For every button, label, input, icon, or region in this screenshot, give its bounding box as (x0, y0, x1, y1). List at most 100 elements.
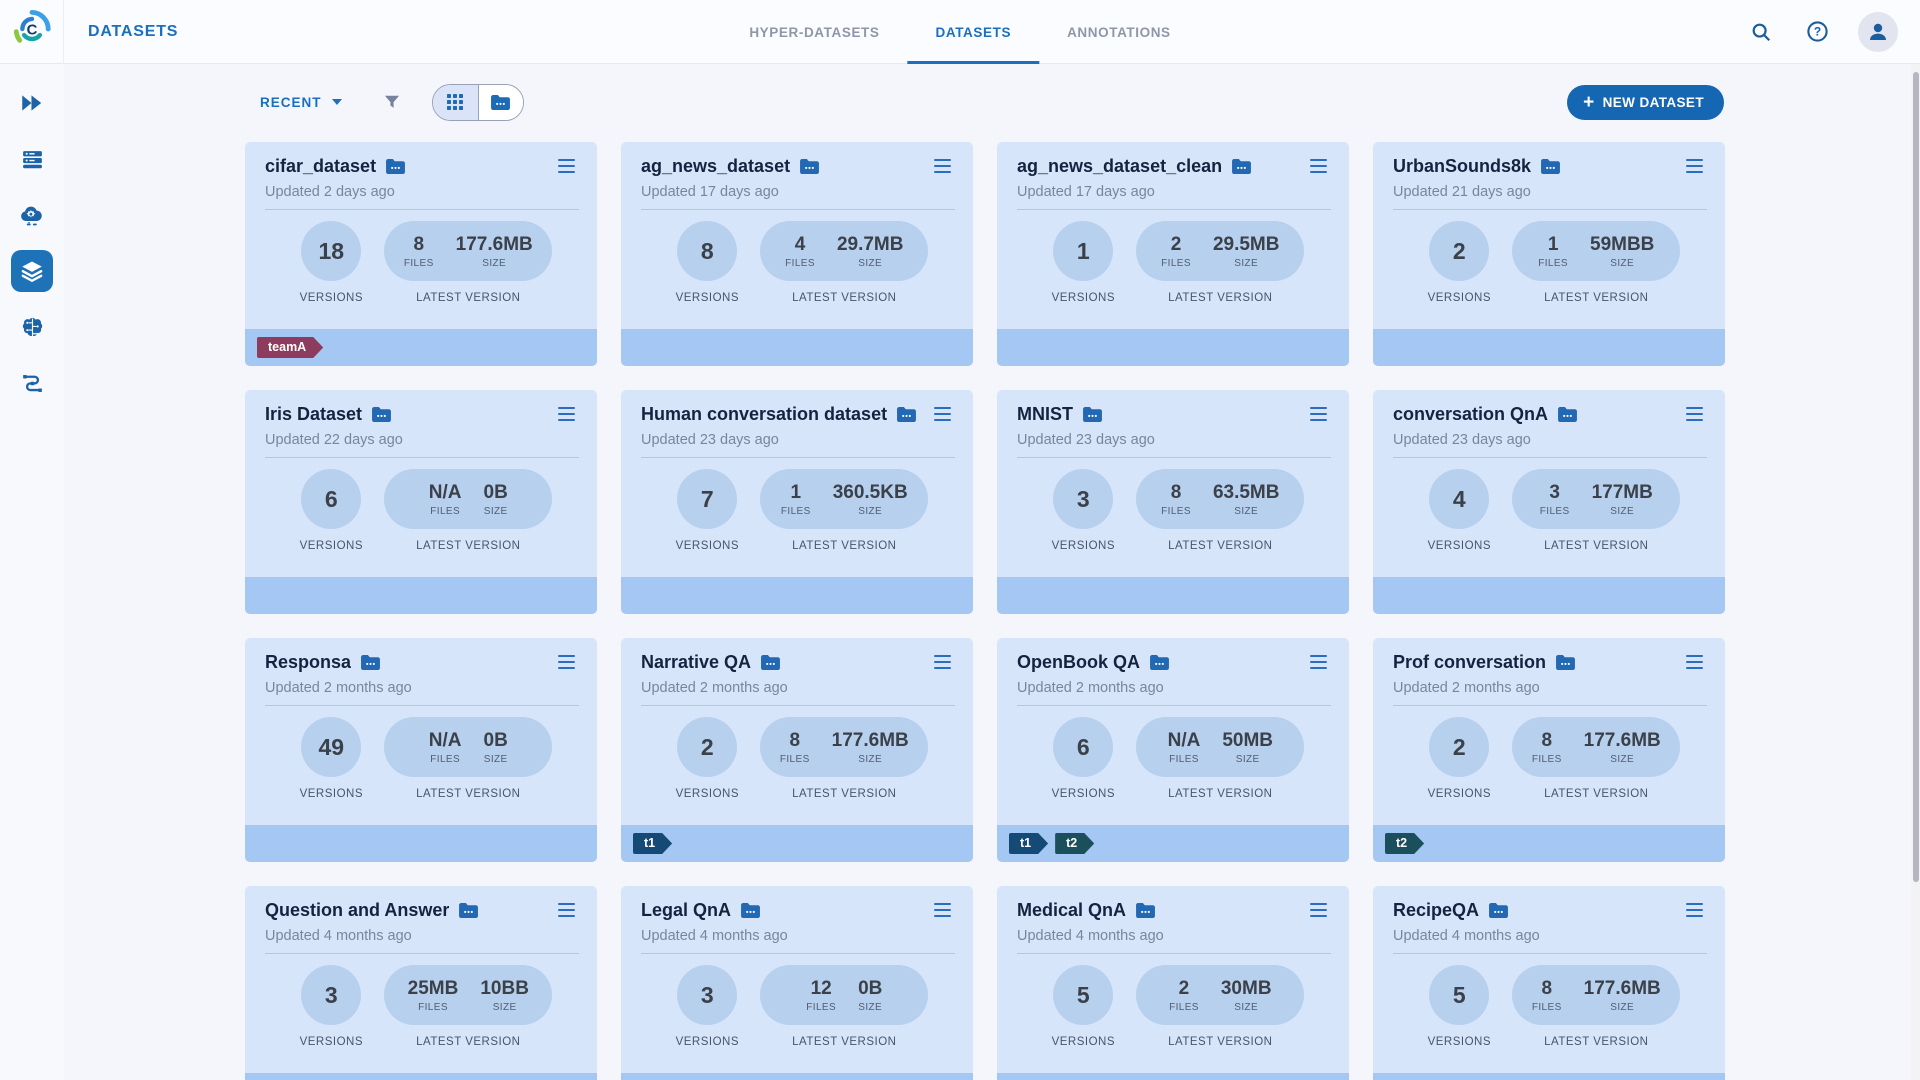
dataset-card[interactable]: Medical QnA Updated 4 months ago 5 (997, 886, 1349, 1080)
card-divider (641, 705, 955, 707)
cloud-apps-icon[interactable] (11, 194, 53, 236)
files-count: 8 (413, 233, 425, 255)
svg-text:?: ? (1813, 25, 1820, 39)
card-updated-text: Updated 17 days ago (641, 184, 779, 201)
versions-label: VERSIONS (1427, 788, 1492, 801)
latest-version-pill: N/A FILES 0B SIZE (384, 469, 553, 530)
dataset-card[interactable]: Human conversation dataset Updated 23 da… (621, 390, 973, 614)
search-icon[interactable] (1746, 17, 1776, 47)
scrollbar-track[interactable] (1911, 64, 1920, 1080)
dataset-card[interactable]: RecipeQA Updated 4 months ago 5 (1373, 886, 1725, 1080)
grid-view-icon[interactable] (432, 84, 478, 120)
card-menu-icon[interactable] (1682, 651, 1707, 673)
size-label: SIZE (1234, 1001, 1259, 1013)
card-body: OpenBook QA Updated 2 months ago 6 (997, 638, 1349, 800)
card-divider (1017, 705, 1331, 707)
card-updated-text: Updated 2 months ago (1017, 680, 1164, 697)
dataset-card[interactable]: Legal QnA Updated 4 months ago 3 (621, 886, 973, 1080)
card-menu-icon[interactable] (1306, 155, 1331, 177)
size-label: SIZE (858, 753, 883, 765)
card-menu-icon[interactable] (930, 403, 955, 425)
size-value: 0B (483, 729, 508, 751)
versions-count: 3 (677, 965, 738, 1026)
card-divider (1393, 705, 1707, 707)
dataset-tag[interactable]: t1 (1009, 833, 1048, 854)
queues-icon[interactable] (11, 138, 53, 180)
card-menu-icon[interactable] (1682, 155, 1707, 177)
dataset-card[interactable]: Iris Dataset Updated 22 days ago 6 (245, 390, 597, 614)
card-menu-icon[interactable] (1306, 403, 1331, 425)
card-divider (641, 457, 955, 459)
files-count: 2 (1170, 233, 1182, 255)
dataset-card[interactable]: ag_news_dataset_clean Updated 17 days ag… (997, 142, 1349, 366)
card-menu-icon[interactable] (1682, 403, 1707, 425)
card-body: MNIST Updated 23 days ago 3 (997, 390, 1349, 552)
dataset-card[interactable]: OpenBook QA Updated 2 months ago 6 (997, 638, 1349, 862)
card-footer: teamA (245, 329, 597, 366)
size-label: SIZE (482, 257, 507, 269)
files-count: 8 (1541, 977, 1553, 999)
dataset-tag[interactable]: t2 (1055, 833, 1094, 854)
dataset-name: OpenBook QA (1017, 651, 1141, 672)
card-menu-icon[interactable] (1682, 899, 1707, 921)
tab-datasets[interactable]: DATASETS (907, 0, 1040, 64)
card-menu-icon[interactable] (1306, 899, 1331, 921)
card-menu-icon[interactable] (554, 899, 579, 921)
dataset-card[interactable]: Question and Answer Updated 4 months ago (245, 886, 597, 1080)
card-menu-icon[interactable] (930, 899, 955, 921)
header-actions: ? (1746, 11, 1920, 52)
card-menu-icon[interactable] (930, 155, 955, 177)
card-footer (245, 577, 597, 614)
versions-count: 3 (1053, 469, 1114, 530)
versions-count: 8 (677, 221, 738, 282)
dataset-tag[interactable]: t2 (1385, 833, 1424, 854)
card-divider (265, 953, 579, 955)
dataset-card[interactable]: Prof conversation Updated 2 months ago (1373, 638, 1725, 862)
clearml-logo-icon[interactable]: C (11, 8, 53, 55)
dataset-card[interactable]: cifar_dataset Updated 2 days ago 18 (245, 142, 597, 366)
versions-label: VERSIONS (1051, 788, 1116, 801)
versions-label: VERSIONS (299, 788, 364, 801)
dataset-tag[interactable]: teamA (257, 337, 323, 358)
dataset-card[interactable]: UrbanSounds8k Updated 21 days ago 2 (1373, 142, 1725, 366)
card-tags: teamA (257, 337, 323, 358)
size-label: SIZE (1234, 257, 1259, 269)
size-label: SIZE (858, 257, 883, 269)
files-label: FILES (1539, 505, 1570, 517)
card-stats: 3 VERSIONS 12 FILES 0B SIZE LATE (641, 954, 955, 1048)
pipelines-icon[interactable] (11, 362, 53, 404)
files-label: FILES (1169, 753, 1199, 765)
card-menu-icon[interactable] (1306, 651, 1331, 673)
card-menu-icon[interactable] (930, 651, 955, 673)
card-divider (1393, 953, 1707, 955)
dataset-tag[interactable]: t1 (633, 833, 672, 854)
files-label: FILES (430, 505, 461, 517)
card-body: Iris Dataset Updated 22 days ago 6 (245, 390, 597, 552)
card-menu-icon[interactable] (554, 155, 579, 177)
datasets-icon[interactable] (11, 250, 53, 292)
new-dataset-button[interactable]: + NEW DATASET (1567, 84, 1724, 120)
files-count: 1 (1547, 233, 1559, 255)
size-value: 63.5MB (1212, 481, 1280, 503)
card-menu-icon[interactable] (554, 651, 579, 673)
dataset-card[interactable]: MNIST Updated 23 days ago 3 (997, 390, 1349, 614)
projects-icon[interactable] (11, 82, 53, 124)
tab-annotations[interactable]: ANNOTATIONS (1067, 24, 1171, 40)
versions-count: 49 (301, 717, 362, 778)
models-brain-icon[interactable] (11, 306, 53, 348)
folder-view-icon[interactable] (477, 84, 523, 120)
tab-hyper-datasets[interactable]: HYPER-DATASETS (749, 24, 880, 40)
dataset-card[interactable]: Responsa Updated 2 months ago 49 (245, 638, 597, 862)
user-avatar[interactable] (1858, 11, 1898, 52)
funnel-icon[interactable] (382, 92, 402, 112)
latest-version-pill: 2 FILES 29.5MB SIZE (1136, 221, 1305, 282)
dataset-folder-icon (1135, 902, 1156, 919)
dataset-card[interactable]: conversation QnA Updated 23 days ago 4 (1373, 390, 1725, 614)
help-icon[interactable]: ? (1802, 17, 1832, 47)
card-body: ag_news_dataset_clean Updated 17 days ag… (997, 142, 1349, 304)
dataset-card[interactable]: Narrative QA Updated 2 months ago 2 (621, 638, 973, 862)
dataset-card[interactable]: ag_news_dataset Updated 17 days ago 8 (621, 142, 973, 366)
sort-dropdown[interactable]: RECENT (260, 95, 342, 110)
card-menu-icon[interactable] (554, 403, 579, 425)
scrollbar-thumb[interactable] (1912, 72, 1919, 882)
